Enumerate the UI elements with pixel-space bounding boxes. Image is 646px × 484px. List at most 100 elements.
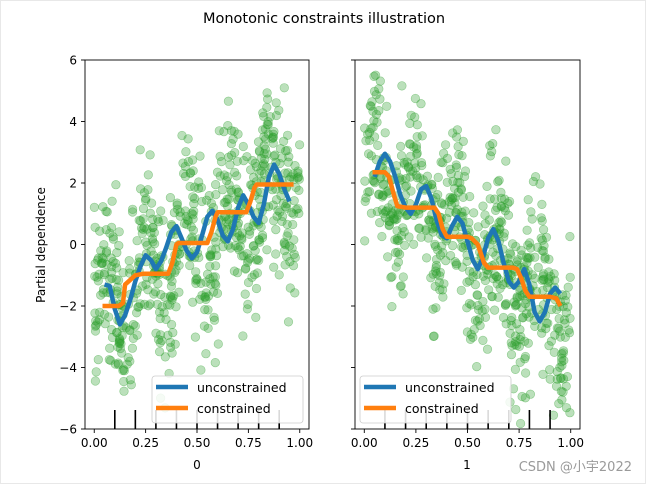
scatter-point — [147, 198, 157, 208]
scatter-point — [370, 178, 380, 188]
scatter-point — [374, 105, 384, 116]
scatter-point — [290, 252, 300, 263]
scatter-point — [189, 206, 199, 216]
scatter-point — [384, 221, 394, 231]
scatter-point — [477, 306, 487, 316]
scatter-point — [222, 217, 232, 227]
scatter-point — [469, 324, 479, 335]
x-ticks-panel-0: 0.00 0.25 0.50 0.75 1.00 — [81, 429, 313, 450]
scatter-point — [554, 314, 564, 324]
scatter-point — [99, 270, 109, 280]
scatter-point — [525, 253, 535, 263]
scatter-point — [498, 312, 509, 323]
scatter-point — [293, 168, 303, 178]
scatter-point — [480, 312, 491, 322]
scatter-point — [546, 336, 557, 346]
scatter-point — [518, 312, 528, 322]
scatter-point — [497, 217, 507, 227]
scatter-point — [141, 194, 151, 204]
scatter-point — [288, 219, 298, 230]
scatter-point — [460, 206, 470, 216]
scatter-point — [374, 84, 384, 94]
scatter-point — [196, 365, 206, 375]
scatter-point — [268, 129, 278, 139]
scatter-point — [94, 307, 105, 317]
scatter-point — [215, 171, 225, 181]
scatter-point — [255, 237, 265, 247]
scatter-point — [378, 190, 389, 200]
scatter-point — [410, 112, 420, 122]
scatter-point — [530, 273, 540, 283]
scatter-point — [478, 201, 488, 211]
scatter-point — [506, 316, 516, 326]
scatter-point — [363, 129, 373, 139]
scatter-point — [374, 190, 384, 200]
scatter-point — [180, 171, 191, 181]
scatter-point — [121, 323, 131, 333]
scatter-point — [515, 325, 525, 335]
scatter-point — [448, 241, 458, 251]
scatter-point — [231, 184, 241, 194]
scatter-point — [405, 118, 415, 128]
scatter-point — [283, 130, 293, 140]
scatter-point — [431, 303, 441, 313]
scatter-point — [464, 298, 475, 309]
scatter-point — [452, 125, 463, 135]
scatter-point — [224, 180, 234, 190]
scatter-point — [115, 335, 125, 345]
scatter-point — [545, 365, 555, 375]
scatter-point — [552, 304, 562, 315]
scatter-point — [538, 246, 549, 256]
scatter-point — [232, 171, 242, 181]
scatter-point — [433, 190, 443, 200]
scatter-point — [228, 134, 238, 144]
scatter-point — [238, 141, 248, 152]
scatter-point — [515, 291, 525, 302]
scatter-point — [224, 152, 234, 162]
scatter-point — [263, 117, 273, 127]
scatter-point — [148, 214, 158, 224]
scatter-point — [231, 232, 241, 242]
scatter-point — [552, 374, 562, 384]
scatter-point — [544, 254, 554, 264]
scatter-point — [545, 271, 556, 281]
scatter-point — [165, 337, 175, 347]
scatter-point — [560, 318, 570, 329]
x-tick-label: 0.75 — [506, 436, 533, 450]
legend-box-0 — [151, 375, 304, 424]
scatter-point — [394, 235, 404, 245]
scatter-point — [544, 267, 554, 277]
scatter-point — [554, 399, 564, 409]
scatter-point — [538, 285, 548, 296]
scatter-point — [122, 359, 132, 369]
scatter-point — [182, 219, 192, 230]
scatter-point — [510, 364, 521, 375]
scatter-point — [232, 156, 242, 166]
scatter-point — [223, 120, 233, 131]
scatter-point — [208, 272, 218, 282]
scatter-point — [382, 101, 392, 111]
scatter-point — [205, 250, 215, 260]
legend-label-unconstrained-1: unconstrained — [405, 380, 495, 395]
scatter-point — [392, 236, 403, 246]
scatter-point — [212, 167, 223, 177]
scatter-point — [149, 228, 159, 238]
scatter-point — [488, 273, 498, 284]
scatter-point — [405, 172, 415, 182]
scatter-point — [541, 324, 551, 334]
scatter-point — [409, 239, 419, 249]
scatter-point — [562, 372, 573, 382]
scatter-point — [409, 142, 419, 152]
scatter-point — [474, 314, 485, 324]
scatter-point — [201, 294, 211, 305]
scatter-point — [256, 153, 266, 163]
scatter-point — [156, 290, 166, 300]
scatter-point — [431, 260, 442, 271]
scatter-point — [197, 290, 207, 300]
scatter-point — [201, 277, 211, 287]
scatter-point — [167, 293, 177, 303]
scatter-point — [509, 297, 519, 307]
scatter-point — [498, 280, 508, 290]
scatter-point — [441, 140, 451, 150]
scatter-point — [365, 101, 375, 111]
